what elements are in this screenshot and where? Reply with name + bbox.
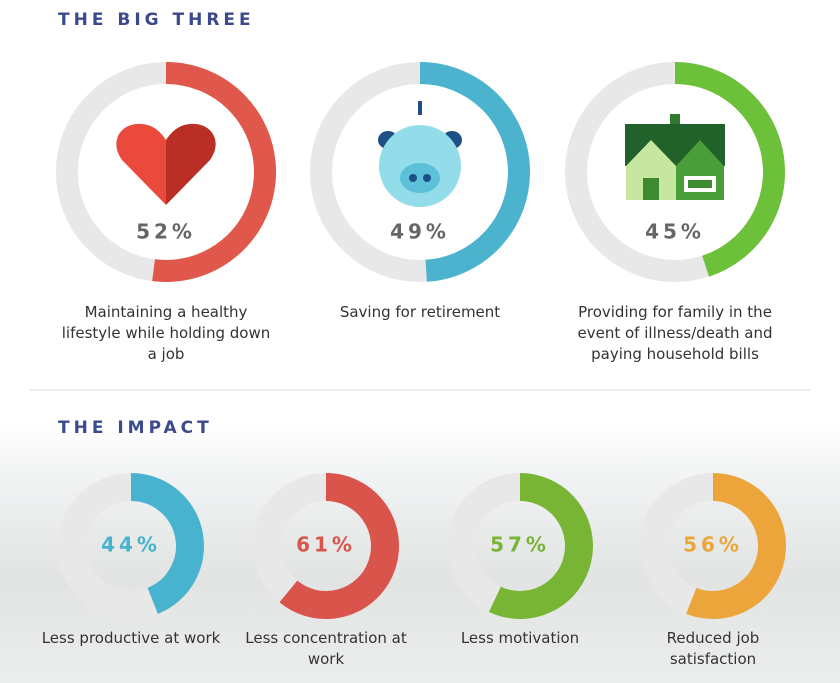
section-title: THE BIG THREE <box>58 10 255 30</box>
donut-arc <box>279 473 399 619</box>
percent-label: 56% <box>683 533 743 557</box>
category-label: Less concentration at work <box>245 629 407 668</box>
percent-label: 52% <box>136 220 196 244</box>
donut-arc <box>674 62 785 277</box>
donut-arc <box>152 62 276 282</box>
percent-label: 45% <box>645 220 705 244</box>
percent-label: 44% <box>101 533 161 557</box>
category-label: Saving for retirement <box>339 303 501 321</box>
house-icon <box>625 114 725 200</box>
category-label: Less motivation <box>460 629 580 647</box>
percent-label: 49% <box>390 220 450 244</box>
donut-arc <box>686 473 786 619</box>
donut-arc <box>130 473 204 614</box>
category-label: Reduced job satisfaction <box>666 629 760 668</box>
percent-label: 61% <box>296 533 356 557</box>
piggy-icon <box>378 101 462 207</box>
category-label: Providing for family in the event of ill… <box>577 303 773 363</box>
heart-icon <box>116 123 216 205</box>
donut-arc <box>419 62 530 282</box>
percent-label: 57% <box>490 533 550 557</box>
section-title: THE IMPACT <box>58 418 213 438</box>
category-label: Maintaining a healthy lifestyle while ho… <box>61 303 271 363</box>
category-label: Less productive at work <box>41 629 221 647</box>
donut-arc <box>488 473 593 619</box>
